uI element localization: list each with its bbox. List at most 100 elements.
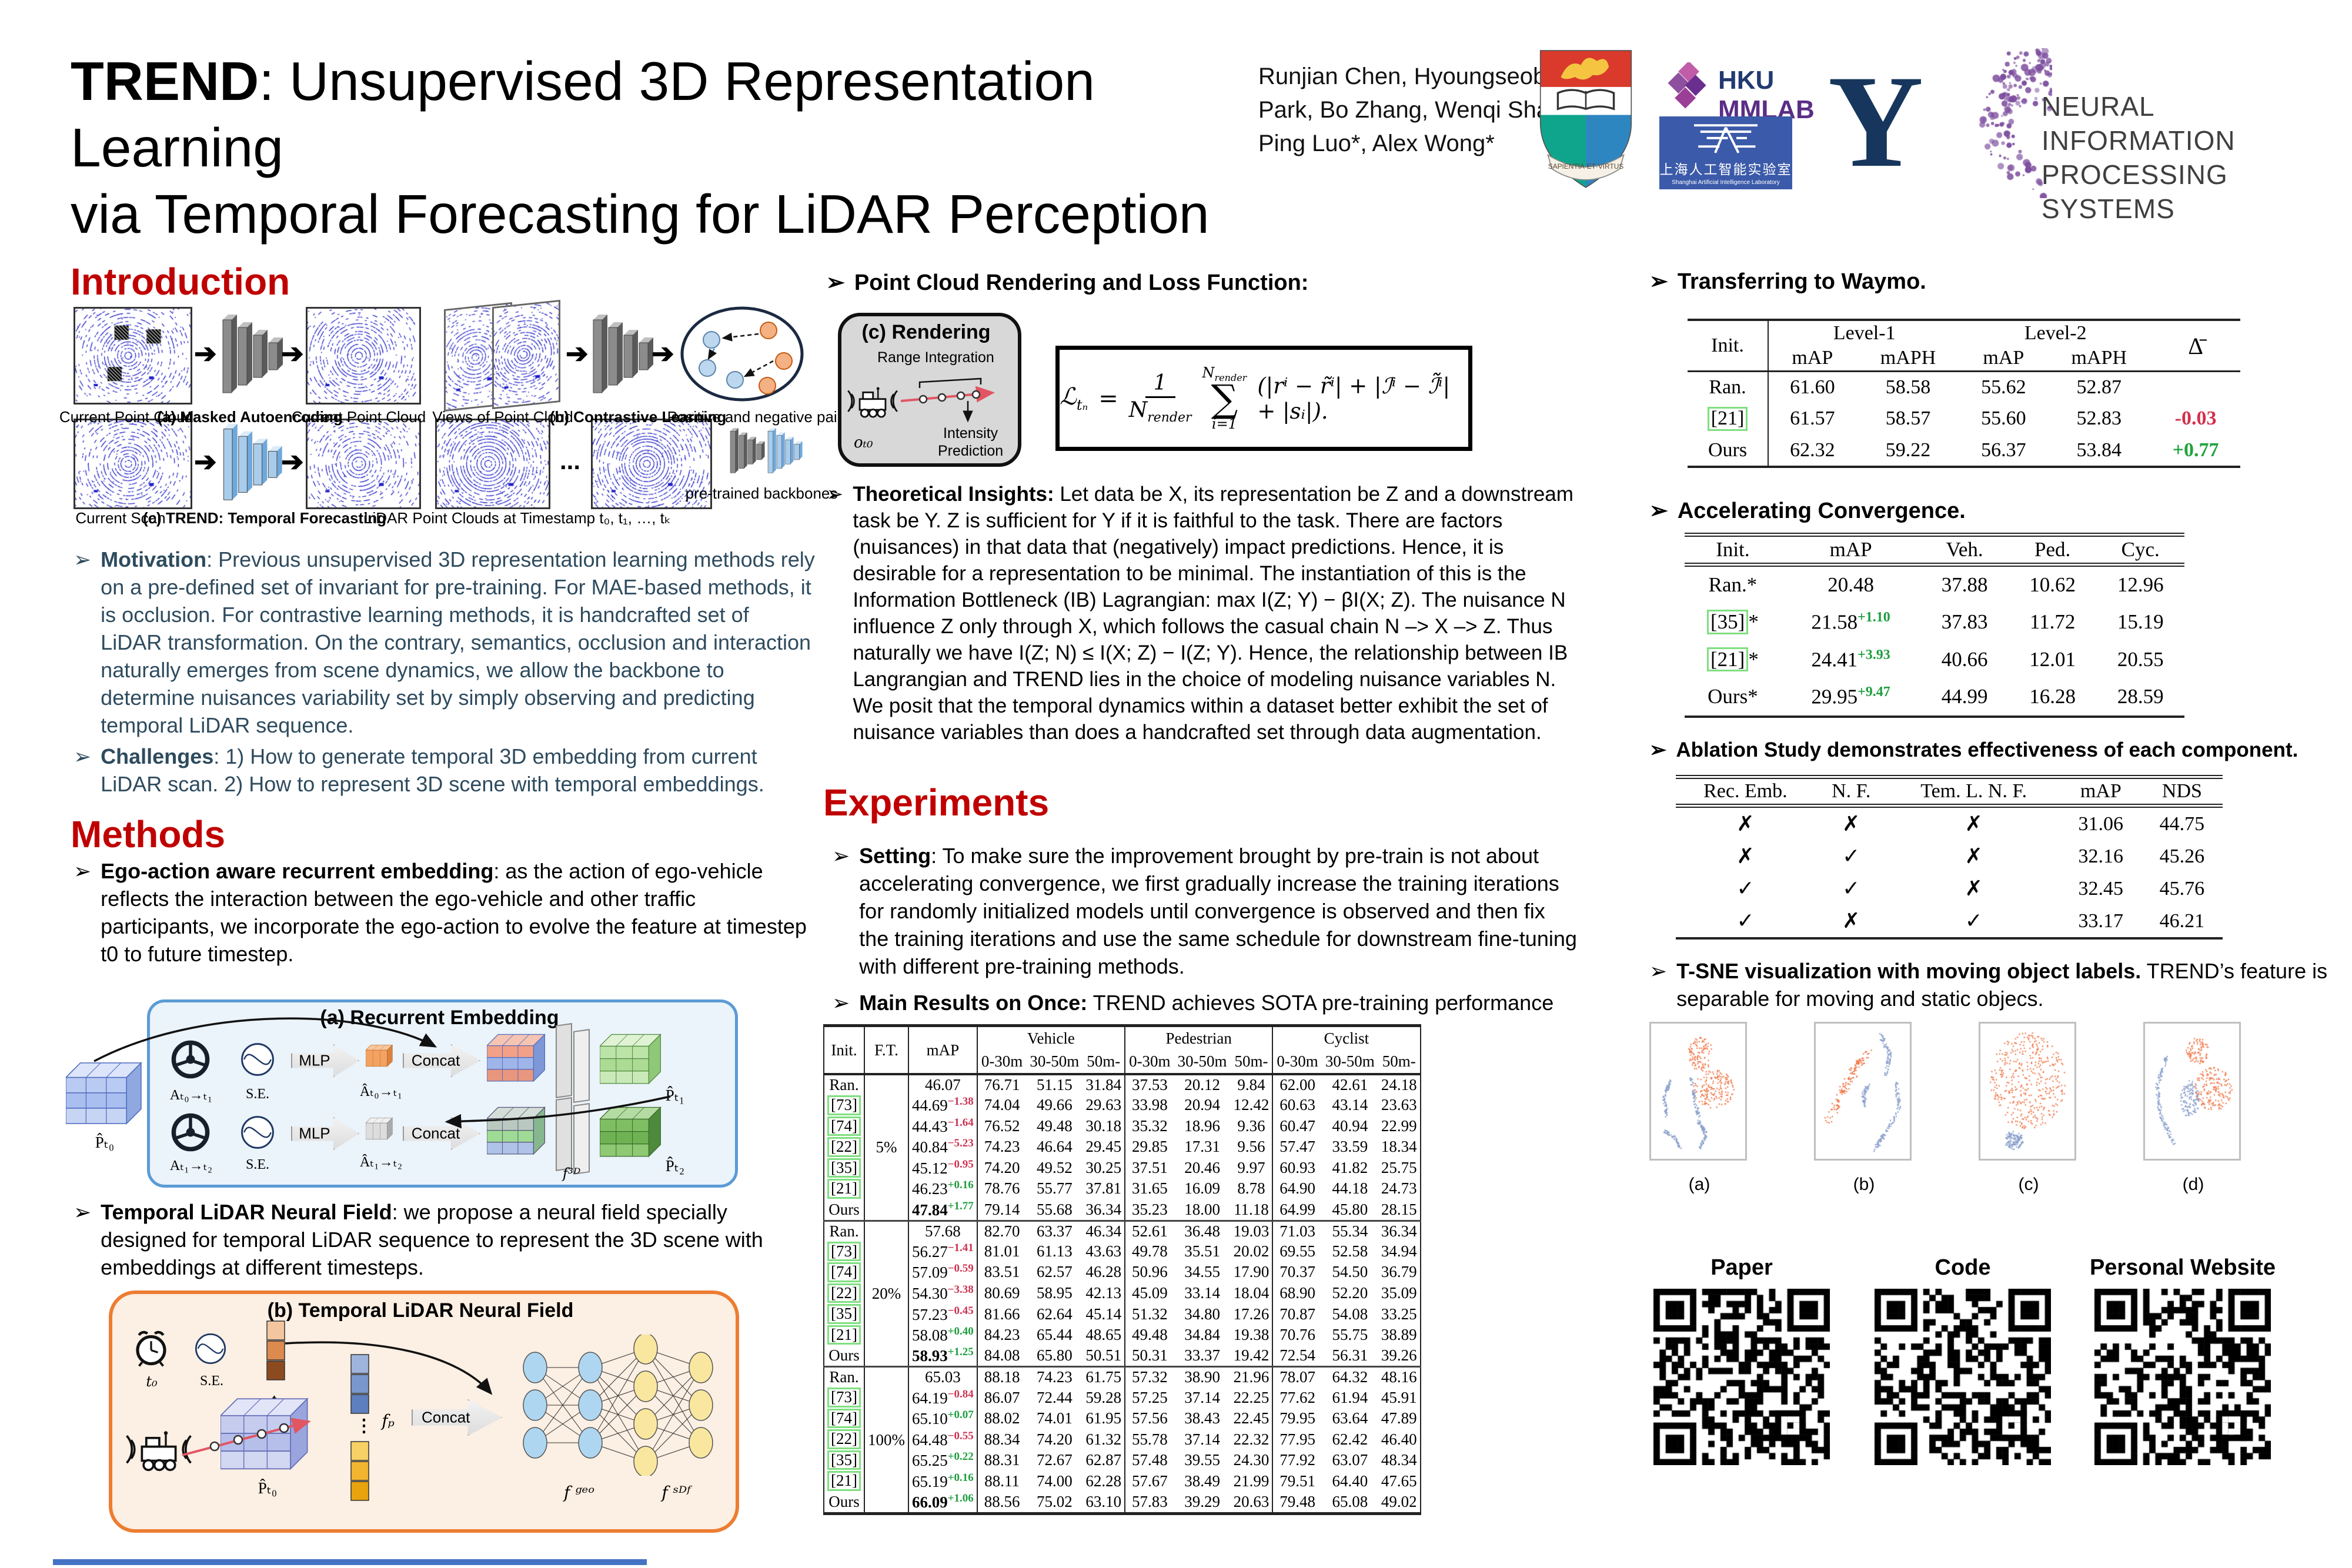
cell: 38.89 — [1381, 1326, 1417, 1344]
lidar-ray-arrow — [182, 1417, 311, 1456]
cell: 37.88 — [1941, 573, 1988, 596]
cell: 63.07 — [1332, 1451, 1368, 1469]
citation-ref: [74] — [827, 1408, 861, 1429]
cell: 37.53 — [1131, 1076, 1168, 1094]
cell: ✓ — [1842, 844, 1860, 868]
cell: 42.13 — [1083, 1282, 1126, 1304]
fig-b-curved-arrow — [285, 1341, 493, 1395]
cell: 16.09 — [1184, 1179, 1220, 1198]
cell: 20.63 — [1230, 1491, 1274, 1514]
cell: 77.62 — [1279, 1388, 1315, 1406]
cell: 38.43 — [1184, 1409, 1220, 1427]
point-feature-column-yellow — [350, 1439, 370, 1504]
table-row: [35] * 21.58+1.10 37.83 11.72 15.19 — [1685, 603, 2184, 641]
table-row: [74] 44.43−1.64 76.52 49.48 30.18 35.32 18.96 9… — [824, 1115, 1421, 1137]
cell: 56.27−1.41 — [908, 1241, 978, 1262]
cell: 54.50 — [1332, 1263, 1368, 1281]
cell: 36.48 — [1184, 1222, 1220, 1240]
cell: ✓ — [1965, 909, 1983, 933]
cell: [21] * — [1685, 641, 1781, 678]
cell: 18.34 — [1381, 1138, 1417, 1156]
cell: 46.34 — [1083, 1221, 1126, 1241]
cell: 58.08+0.40 — [908, 1324, 978, 1346]
cell: 20.02 — [1230, 1241, 1274, 1262]
cell: 74.23 — [1036, 1368, 1073, 1386]
cell: 61.95 — [1083, 1407, 1126, 1429]
cell: 65.25+0.22 — [908, 1449, 978, 1471]
convergence-bullet: ➢ Accelerating Convergence. — [1649, 497, 1966, 525]
cell: 52.58 — [1332, 1242, 1368, 1260]
code-qr-code — [1875, 1289, 2051, 1465]
cell: 61.75 — [1083, 1366, 1126, 1388]
cell: 88.56 — [984, 1492, 1020, 1510]
group-header: Vehicle — [977, 1025, 1126, 1050]
bullet-arrow-icon: ➢ — [74, 744, 92, 768]
cell: 33.59 — [1332, 1138, 1368, 1156]
cell: 33.17 — [2078, 910, 2124, 932]
cell: 57.83 — [1131, 1492, 1168, 1510]
cell: [21] — [824, 1324, 865, 1346]
formula-lhs: ℒtₙ — [1060, 383, 1088, 413]
table-row: ✗ ✓ ✗ 32.16 45.26 — [1676, 840, 2223, 872]
cell: 11.18 — [1230, 1199, 1274, 1221]
cell: 60.63 — [1279, 1096, 1315, 1114]
column-header: Ped. — [2034, 538, 2071, 561]
column-header: Tem. L. N. F. — [1920, 780, 2027, 802]
fig-c-title: (c) Rendering — [861, 321, 991, 343]
cell: 61.13 — [1036, 1242, 1073, 1260]
cell: [73] — [824, 1241, 865, 1262]
fig-a-title: (a) Recurrent Embedding — [320, 1007, 559, 1029]
cell: 74.04 — [984, 1096, 1020, 1114]
cell: 75.02 — [1036, 1492, 1073, 1510]
cell: 18.96 — [1184, 1116, 1220, 1135]
cell: 38.90 — [1184, 1368, 1220, 1386]
cell: Ran. — [1688, 371, 1769, 403]
citation-ref: [22] — [827, 1137, 861, 1157]
cell: 45.80 — [1332, 1200, 1368, 1218]
cell: 77.95 — [1279, 1430, 1315, 1448]
se-label: S.E. — [245, 1086, 270, 1102]
convergence-table: Init. mAP Veh. Ped. Cyc. Ran.* 20.48 37.88 10.62… — [1685, 533, 2184, 718]
figure-caption: Current Point Cloud — [291, 408, 426, 426]
tsne-panel-c — [1979, 1022, 2076, 1161]
cell: 78.76 — [984, 1179, 1020, 1198]
cell: 11.72 — [2029, 610, 2076, 633]
subcolumn-header: 50m- — [1382, 1052, 1416, 1070]
citation-ref: [21] — [827, 1471, 861, 1491]
clock-icon — [132, 1330, 170, 1368]
cell: 62.42 — [1332, 1430, 1368, 1448]
fgeo-label: f ᵍᵉᵒ — [563, 1483, 595, 1502]
tsne-label-d: (d) — [2182, 1175, 2204, 1194]
lidar-rover-icon — [846, 381, 900, 423]
cell: 50.51 — [1083, 1345, 1126, 1367]
cell: 62.57 — [1036, 1263, 1073, 1281]
cell: 29.63 — [1083, 1095, 1126, 1116]
cell: 44.18 — [1332, 1179, 1368, 1198]
cell: 8.78 — [1230, 1178, 1274, 1199]
cell: 61.94 — [1332, 1388, 1368, 1406]
cell: 63.37 — [1036, 1222, 1073, 1240]
bullet-arrow-icon: ➢ — [832, 844, 850, 868]
cell: 79.95 — [1279, 1409, 1315, 1427]
cell: 64.19−0.84 — [908, 1387, 978, 1408]
forecast-cloud-t0-image — [306, 419, 421, 509]
cell: 36.79 — [1381, 1263, 1417, 1281]
cell: 88.31 — [984, 1451, 1020, 1469]
cell: 59.28 — [1083, 1387, 1126, 1408]
cell: 58.93+1.25 — [908, 1345, 978, 1367]
cell: 59.22 — [1885, 439, 1931, 461]
forecast-cloud-t1-image — [435, 419, 550, 509]
cell: 58.58 — [1885, 376, 1931, 398]
cell: 64.32 — [1332, 1368, 1368, 1386]
cell: [21] — [1688, 403, 1769, 435]
cell: 19.03 — [1230, 1221, 1274, 1241]
mmlab-wordmark: HKU MMLAB — [1718, 66, 1815, 124]
cell: 21.99 — [1230, 1470, 1274, 1492]
cell: 74.20 — [984, 1158, 1020, 1176]
se-label: S.E. — [199, 1373, 224, 1389]
table-row: Ran. 20% 57.68 82.70 63.37 46.34 52.61 36.48 19.… — [824, 1221, 1421, 1367]
cell: 66.09+1.06 — [908, 1491, 978, 1514]
cell: 69.55 — [1279, 1242, 1315, 1260]
table-row: Ours* 29.95+9.47 44.99 16.28 28.59 — [1685, 678, 2184, 717]
